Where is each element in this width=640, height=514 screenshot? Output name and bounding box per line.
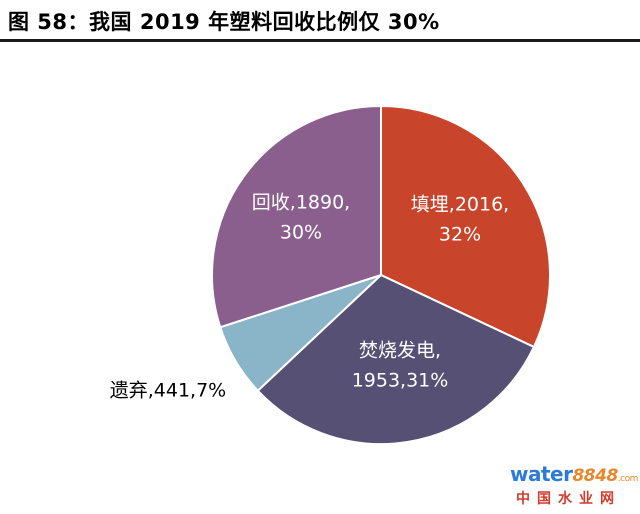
slice-label-4-line-1: 回收,1890,	[252, 192, 350, 214]
slice-label-2-line-2: 1953,31%	[352, 370, 449, 392]
watermark-brand-b: 8848	[572, 466, 618, 486]
slice-label-2-line-1: 焚烧发电,	[359, 340, 441, 362]
slice-label-1-line-1: 填埋,2016,	[411, 194, 509, 216]
pie-slice-2	[256, 273, 536, 446]
pie-slice-4	[211, 104, 382, 329]
watermark-subtitle: 中国水业网	[516, 491, 621, 507]
slice-label-3-line-1: 遗弃,441,7%	[110, 380, 227, 402]
watermark-brand: water8848.com	[510, 462, 638, 486]
slice-label-4-line-2: 30%	[280, 222, 322, 244]
slice-label-1-line-2: 32%	[439, 224, 481, 246]
watermark-brand-a: water	[510, 462, 573, 486]
title-rule	[0, 39, 640, 42]
pie-slice-1	[380, 104, 552, 349]
page-title: 图 58：我国 2019 年塑料回收比例仅 30%	[8, 10, 440, 34]
watermark-brand-c: .com	[617, 474, 639, 484]
